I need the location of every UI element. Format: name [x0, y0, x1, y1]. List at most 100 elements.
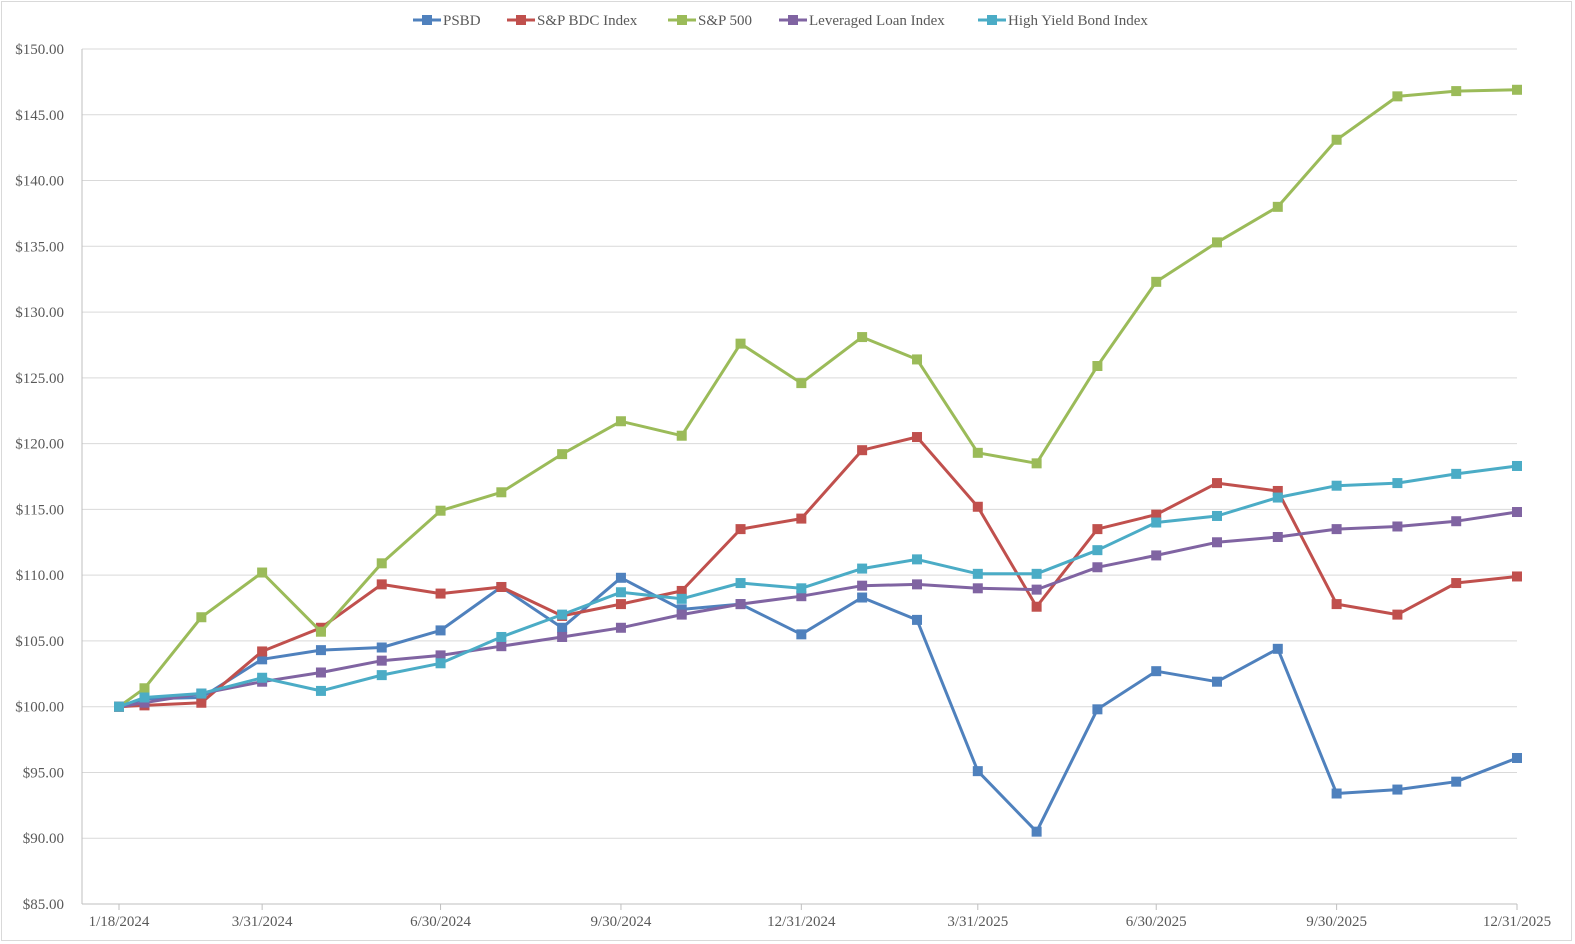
data-point-marker: [1331, 524, 1342, 535]
data-point-marker: [1151, 276, 1162, 287]
data-point-marker: [972, 501, 983, 512]
data-point-marker: [1512, 84, 1522, 95]
data-point-marker: [972, 766, 983, 777]
data-point-marker: [857, 592, 868, 603]
data-point-marker: [912, 579, 923, 590]
data-point-marker: [1392, 609, 1403, 620]
data-point-marker: [735, 524, 746, 535]
data-point-marker: [676, 430, 687, 441]
y-tick-label: $135.00: [15, 239, 64, 255]
x-tick-label: 12/31/2024: [767, 914, 836, 930]
x-tick-label: 9/30/2024: [591, 914, 652, 930]
data-point-marker: [1451, 516, 1462, 527]
data-point-marker: [1031, 826, 1042, 837]
data-point-marker: [676, 609, 687, 620]
legend-marker-swatch: [987, 15, 997, 25]
x-tick-label: 3/31/2025: [947, 914, 1008, 930]
series-line: [118, 435, 1518, 709]
data-point-marker: [435, 625, 446, 636]
data-point-marker: [1392, 91, 1403, 102]
y-tick-label: $140.00: [15, 174, 64, 190]
y-tick-label: $120.00: [15, 437, 64, 453]
data-point-marker: [1151, 509, 1162, 520]
data-point-marker: [1151, 666, 1162, 677]
y-tick-label: $100.00: [15, 700, 64, 716]
data-point-marker: [376, 642, 387, 653]
data-point-marker: [615, 599, 626, 610]
data-point-marker: [912, 614, 923, 625]
data-point-marker: [557, 609, 568, 620]
axes: [81, 49, 1518, 910]
legend-label: S&P BDC Index: [537, 13, 638, 29]
data-point-marker: [1451, 578, 1462, 589]
data-point-marker: [435, 588, 446, 599]
data-point-marker: [557, 622, 568, 633]
y-tick-label: $90.00: [23, 831, 64, 847]
data-point-marker: [196, 697, 207, 708]
data-point-marker: [1272, 485, 1283, 496]
data-point-marker: [1031, 584, 1042, 595]
x-tick-label: 12/31/2025: [1483, 914, 1551, 930]
data-point-marker: [1331, 480, 1342, 491]
data-point-marker: [1212, 510, 1223, 521]
data-point-marker: [1512, 752, 1522, 763]
series-sandp-500: [114, 84, 1522, 712]
data-point-marker: [676, 585, 687, 596]
data-point-marker: [1031, 568, 1042, 579]
y-tick-label: $95.00: [23, 765, 64, 781]
data-point-marker: [1272, 492, 1283, 503]
data-point-marker: [972, 568, 983, 579]
legend-item-psbd: PSBD: [413, 13, 481, 29]
data-point-marker: [857, 580, 868, 591]
data-point-marker: [376, 670, 387, 681]
data-point-marker: [1031, 601, 1042, 612]
data-point-marker: [912, 354, 923, 365]
data-point-marker: [1392, 784, 1403, 795]
data-point-marker: [1092, 545, 1103, 556]
data-point-marker: [857, 332, 868, 343]
data-point-marker: [1212, 676, 1223, 687]
data-point-marker: [435, 505, 446, 516]
data-point-marker: [912, 554, 923, 565]
data-point-marker: [114, 701, 124, 712]
series-high-yield-bond-index: [114, 460, 1522, 712]
data-point-marker: [1331, 599, 1342, 610]
data-point-marker: [735, 578, 746, 589]
legend: PSBD S&P BDC Index S&P 500 Leveraged Loan I…: [413, 13, 1148, 29]
data-point-marker: [257, 672, 268, 683]
legend-label: High Yield Bond Index: [1008, 13, 1148, 29]
x-tick-label: 9/30/2025: [1306, 914, 1367, 930]
data-point-marker: [1331, 788, 1342, 799]
data-point-marker: [1092, 524, 1103, 535]
data-point-marker: [1512, 460, 1522, 471]
series-psbd: [114, 572, 1522, 837]
data-point-marker: [196, 688, 207, 699]
legend-marker-swatch: [788, 15, 798, 25]
legend-item-high-yield-bond-index: High Yield Bond Index: [978, 13, 1148, 29]
data-point-marker: [1212, 237, 1223, 248]
legend-marker-swatch: [516, 15, 526, 25]
legend-marker-swatch: [422, 15, 432, 25]
data-point-marker: [1272, 643, 1283, 654]
gridlines: [82, 48, 1517, 839]
data-point-marker: [615, 622, 626, 633]
data-point-marker: [1331, 134, 1342, 145]
legend-marker-swatch: [677, 15, 687, 25]
data-point-marker: [676, 604, 687, 615]
legend-label: PSBD: [443, 13, 481, 29]
y-tick-label: $145.00: [15, 108, 64, 124]
data-point-marker: [1512, 571, 1522, 582]
series-line: [118, 510, 1518, 709]
data-point-marker: [796, 378, 807, 389]
data-point-marker: [796, 591, 807, 602]
data-point-marker: [315, 667, 326, 678]
data-point-marker: [557, 631, 568, 642]
data-point-marker: [1392, 478, 1403, 489]
y-tick-label: $125.00: [15, 371, 64, 387]
data-point-marker: [376, 558, 387, 569]
data-point-marker: [1212, 537, 1223, 548]
data-point-marker: [139, 692, 150, 703]
x-tick-label: 6/30/2025: [1126, 914, 1187, 930]
legend-label: Leveraged Loan Index: [809, 13, 945, 29]
